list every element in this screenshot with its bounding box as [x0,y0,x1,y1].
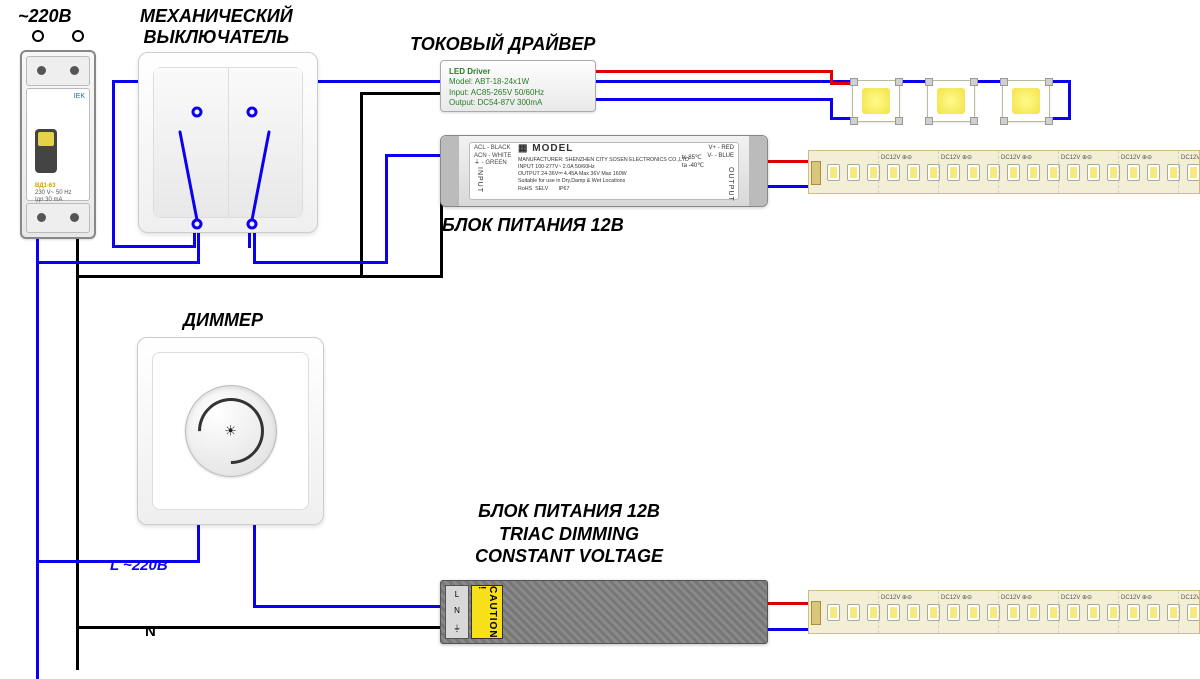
label-switch: МЕХАНИЧЕСКИЙ ВЫКЛЮЧАТЕЛЬ [140,6,293,47]
label-psu12: БЛОК ПИТАНИЯ 12В [442,215,624,236]
label-voltage: ~220В [18,6,72,27]
bulb-icon: ☀ [224,423,237,440]
cob-led [927,80,975,122]
psu-model-label: ▦ MODEL [518,143,573,156]
label-psu-triac: БЛОК ПИТАНИЯ 12В TRIAC DIMMING CONSTANT … [475,500,663,568]
cob-led [1002,80,1050,122]
led-strip-top: DC12V ⊕⊖DC12V ⊕⊖DC12V ⊕⊖DC12V ⊕⊖DC12V ⊕⊖… [808,150,1200,194]
psu-12v: ACL - BLACK ACN - WHITE ⏚ - GREEN INPUT … [440,135,768,207]
breaker-terminal [72,30,84,42]
psu-triac: LN⏚ CAUTION ! [440,580,768,644]
dimmer-knob[interactable]: ☀ [185,385,277,477]
cob-led [852,80,900,122]
breaker-brand: IEK [74,93,85,100]
wiring-diagram: ~220В МЕХАНИЧЕСКИЙ ВЫКЛЮЧАТЕЛЬ ТОКОВЫЙ Д… [0,0,1200,679]
led-driver: LED Driver Model: ABT-18-24x1W Input: AC… [440,60,596,112]
psu-triac-terminals: LN⏚ [445,585,469,639]
breaker-toggle[interactable] [35,129,57,173]
dimmer: ☀ [137,337,324,525]
breaker-terminal [32,30,44,42]
led-strip-bottom: DC12V ⊕⊖DC12V ⊕⊖DC12V ⊕⊖DC12V ⊕⊖DC12V ⊕⊖… [808,590,1200,634]
label-dimmer: ДИММЕР [183,310,263,331]
switch-contacts-icon [138,52,316,231]
rcd-breaker: IEK ВД1-63 230 V~ 50 Hz Iдn 30 mA [20,50,96,239]
label-driver: ТОКОВЫЙ ДРАЙВЕР [410,34,595,55]
caution-label: CAUTION ! [471,585,503,639]
